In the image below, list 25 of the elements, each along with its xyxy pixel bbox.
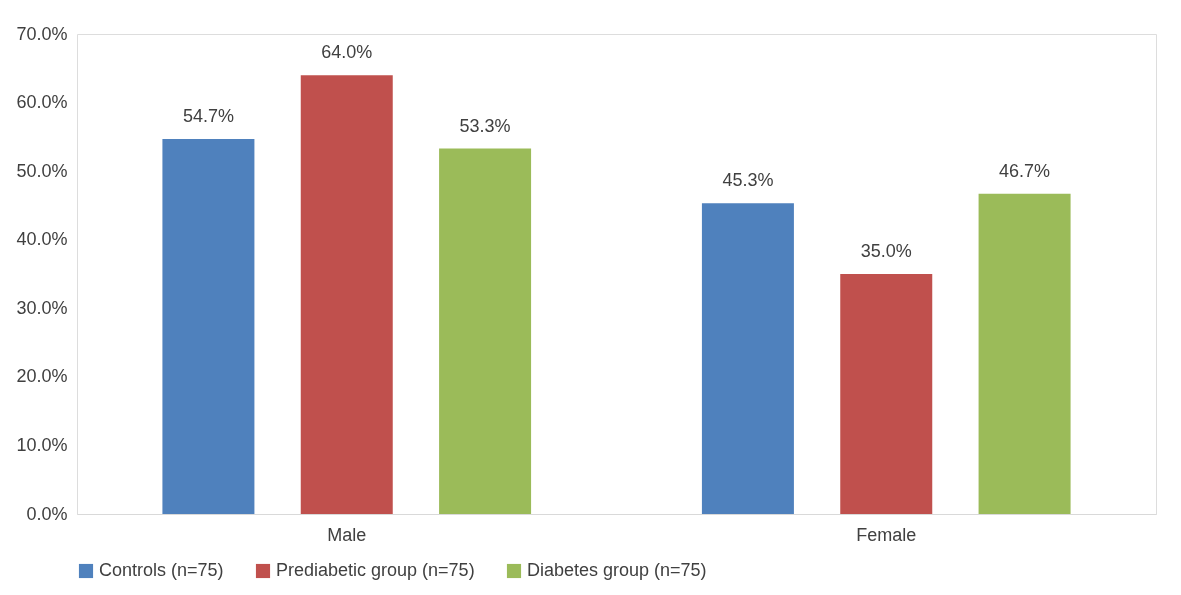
y-tick-label: 0.0% bbox=[26, 503, 68, 524]
data-label: 54.7% bbox=[182, 105, 234, 126]
bar bbox=[439, 148, 532, 514]
y-tick-label: 60.0% bbox=[16, 92, 68, 113]
data-label: 53.3% bbox=[459, 115, 511, 136]
bar bbox=[978, 193, 1071, 514]
legend-label: Diabetes group (n=75) bbox=[527, 560, 707, 580]
x-tick-label: Female bbox=[856, 524, 917, 545]
bar bbox=[162, 138, 255, 514]
bar bbox=[840, 274, 933, 514]
y-tick-label: 30.0% bbox=[16, 297, 68, 318]
legend-label: Prediabetic group (n=75) bbox=[276, 560, 475, 580]
y-tick-label: 50.0% bbox=[16, 160, 68, 181]
y-tick-label: 40.0% bbox=[16, 229, 68, 250]
y-tick-label: 20.0% bbox=[16, 366, 68, 387]
legend-label: Controls (n=75) bbox=[99, 560, 224, 580]
y-tick-label: 10.0% bbox=[16, 434, 68, 455]
x-tick-label: Male bbox=[327, 524, 367, 545]
data-label: 46.7% bbox=[999, 160, 1051, 181]
data-label: 35.0% bbox=[860, 241, 912, 261]
bar bbox=[701, 203, 794, 514]
data-label: 45.3% bbox=[722, 170, 774, 191]
y-tick-label: 70.0% bbox=[16, 23, 68, 44]
bar bbox=[300, 75, 393, 514]
data-label: 64.0% bbox=[321, 42, 373, 63]
